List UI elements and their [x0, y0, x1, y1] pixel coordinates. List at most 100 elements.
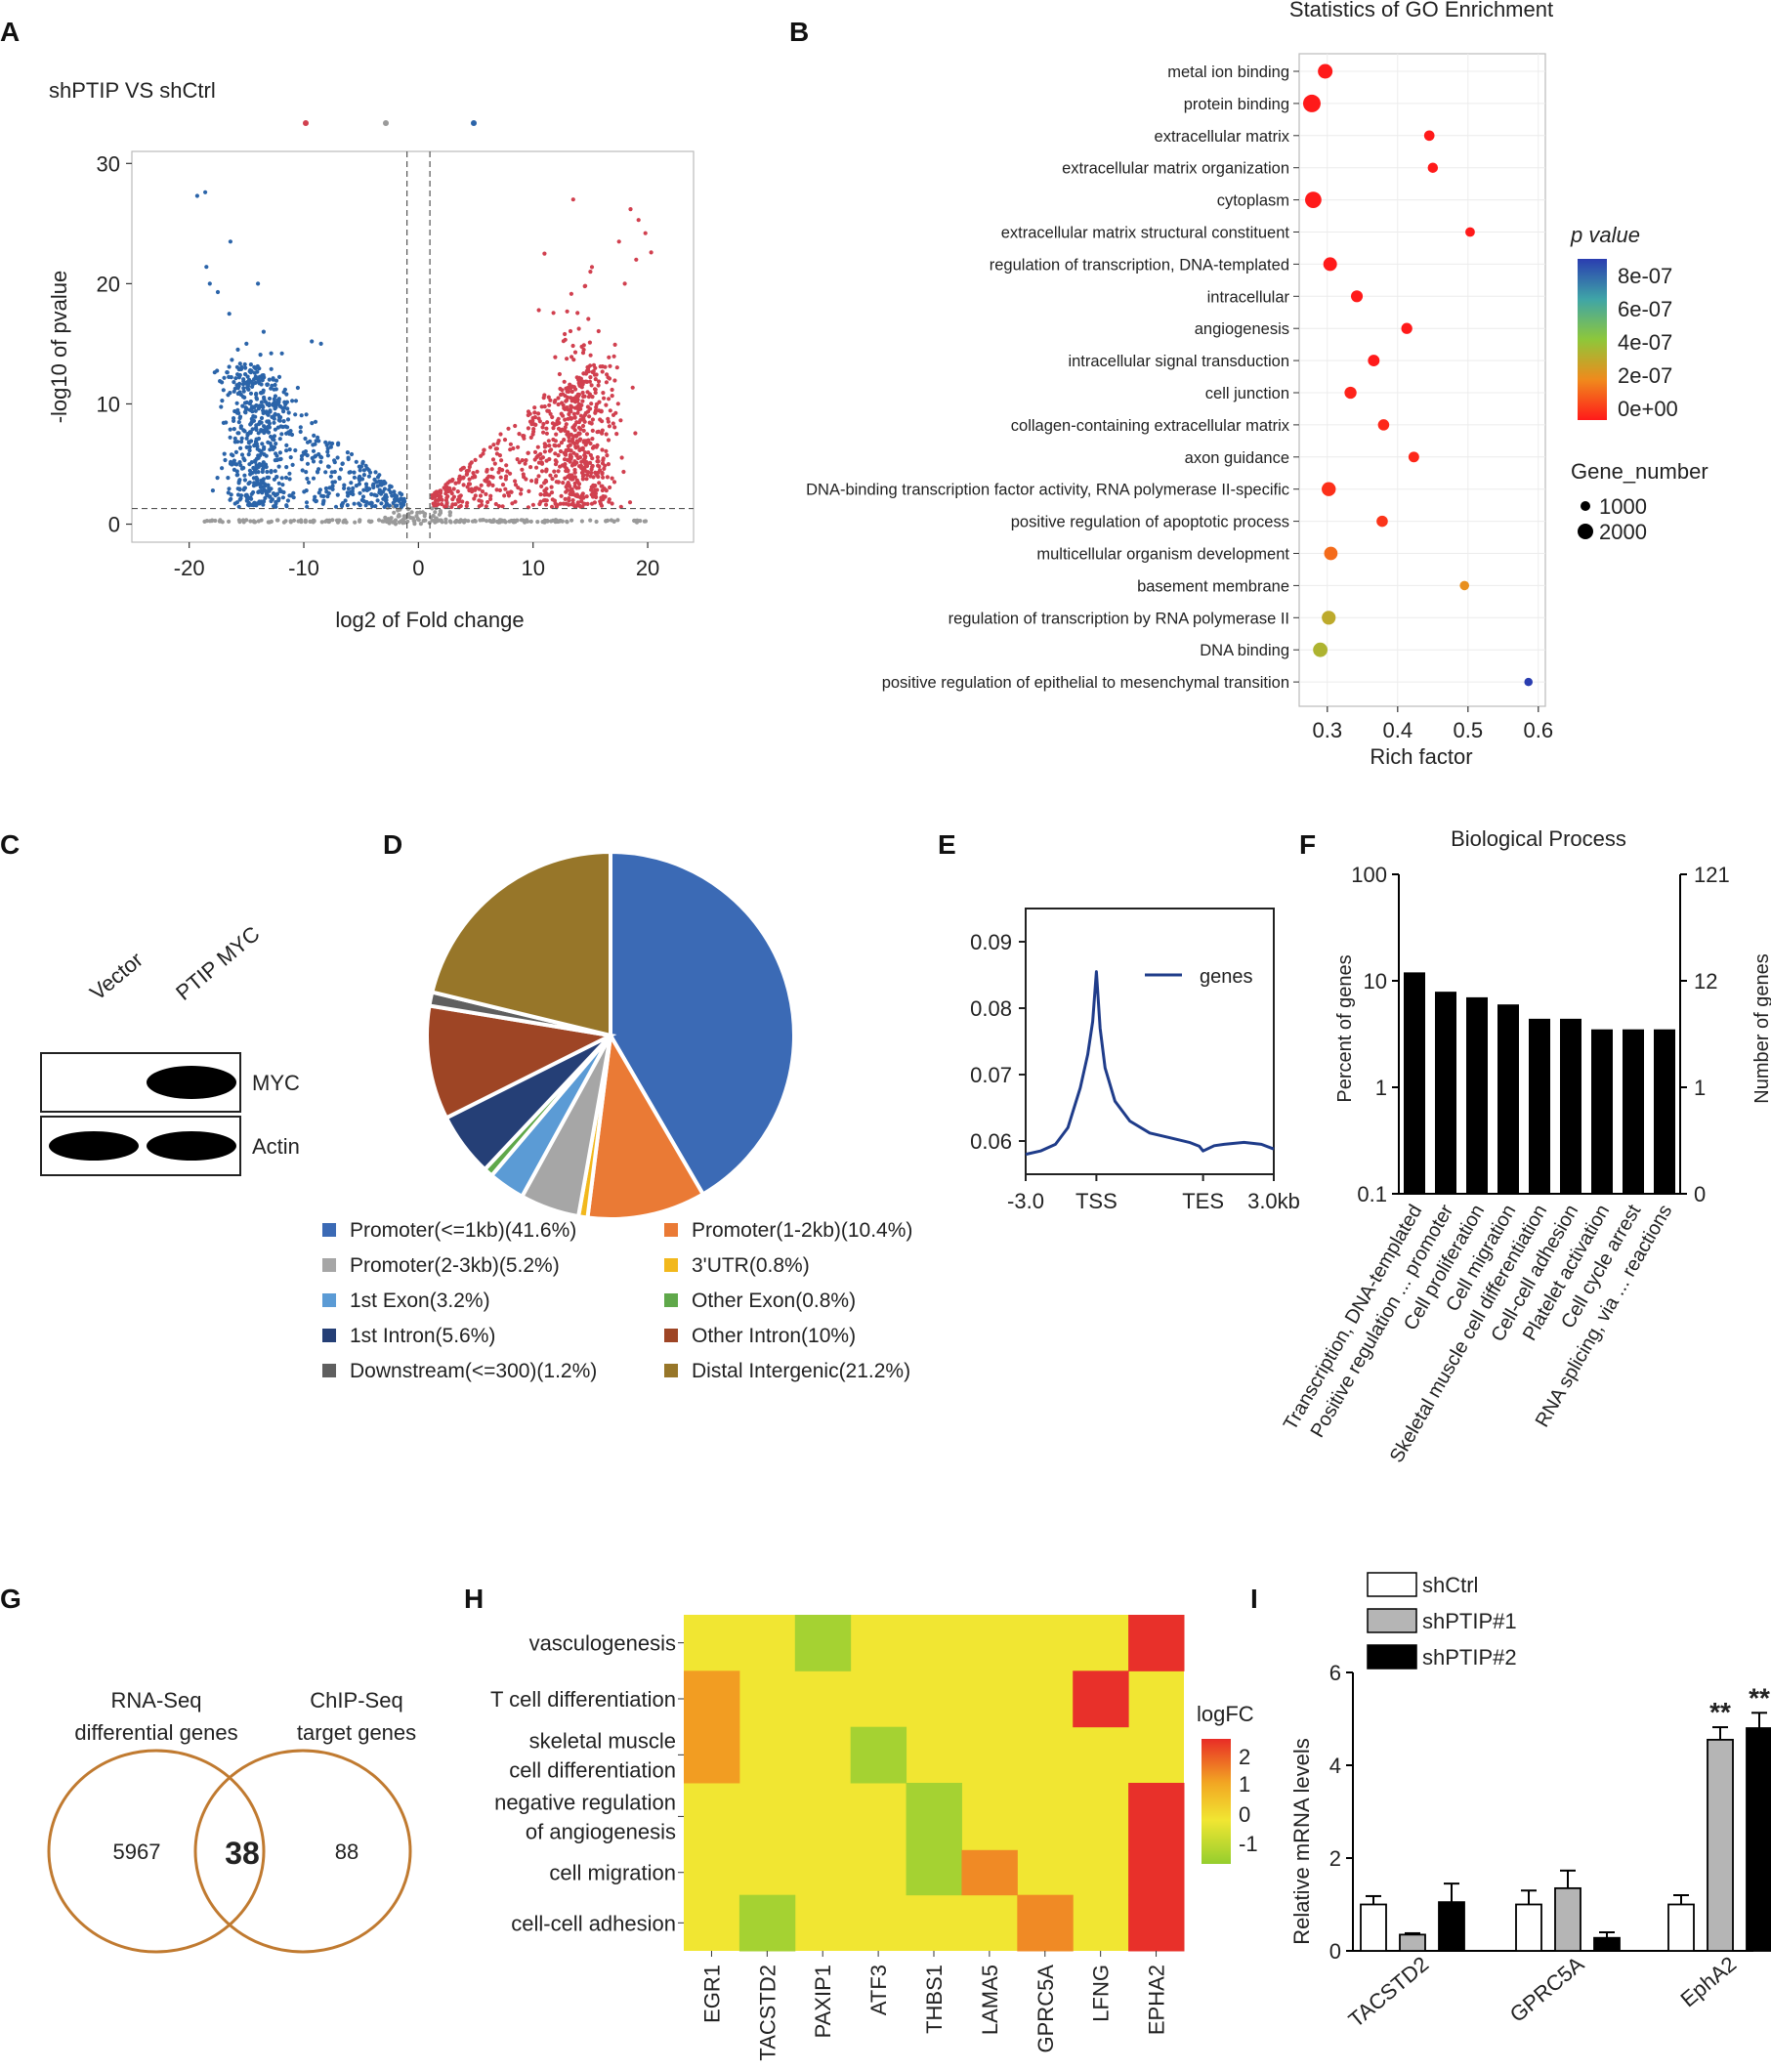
volcano-point-down: [310, 421, 315, 426]
volcano-point-down: [330, 480, 335, 485]
volcano-point-up: [540, 425, 545, 430]
volcano-point-down: [248, 391, 254, 396]
volcano-point-ns: [412, 522, 417, 527]
volcano-legend-dot-down: [471, 120, 477, 126]
volcano-point-up: [502, 493, 507, 498]
volcano-point-up: [502, 438, 508, 443]
volcano-point-up: [607, 424, 612, 429]
volcano-point-up: [506, 493, 512, 498]
volcano-point-down: [338, 467, 344, 472]
volcano-point-down: [235, 440, 240, 444]
volcano-point-up: [490, 483, 495, 487]
volcano-point-down: [290, 399, 295, 403]
volcano-point-up: [529, 479, 534, 484]
panel-label-h: H: [464, 1584, 484, 1614]
volcano-point-up: [605, 372, 610, 377]
volcano-point-down: [265, 492, 270, 497]
volcano-point-down: [236, 375, 241, 380]
volcano-point-up: [542, 481, 547, 486]
volcano-point-down: [246, 452, 251, 457]
volcano-point-up: [583, 462, 588, 467]
volcano-point-ns: [433, 510, 438, 515]
volcano-point-down: [349, 481, 354, 486]
volcano-point-up: [575, 444, 580, 449]
heatmap-colorbar-title: logFC: [1197, 1702, 1254, 1726]
volcano-point-ns: [353, 520, 358, 525]
volcano-point-down: [221, 420, 226, 425]
volcano-point-up: [513, 423, 518, 429]
volcano-point-up: [580, 468, 586, 473]
go-term-label: metal ion binding: [1167, 63, 1289, 81]
volcano-point-up: [594, 372, 599, 377]
volcano-point-up: [520, 458, 525, 463]
volcano-point-up: [538, 492, 543, 497]
volcano-point-down: [255, 444, 260, 448]
volcano-point-down: [303, 436, 308, 442]
volcano-point-up: [636, 218, 641, 223]
go-term-label: regulation of transcription, DNA-templat…: [990, 256, 1289, 274]
volcano-point-up: [589, 467, 594, 472]
volcano-point-down: [345, 503, 350, 508]
bp-bar: [1654, 1029, 1675, 1194]
volcano-point-up: [515, 457, 520, 462]
volcano-point-down: [287, 477, 292, 482]
pvalue-colorbar-label: 6e-07: [1618, 297, 1672, 321]
volcano-point-up: [523, 461, 527, 466]
volcano-point-down: [268, 447, 273, 452]
volcano-point-down: [311, 448, 316, 453]
bp-right-tick-label: 12: [1694, 969, 1717, 994]
volcano-point-ns: [430, 506, 435, 511]
volcano-point-down: [249, 496, 254, 501]
volcano-point-down: [272, 434, 277, 439]
volcano-point-down: [305, 476, 310, 482]
volcano-point-up: [504, 463, 509, 468]
pie-slice: [425, 1003, 617, 1121]
profile-x-tick-label: -3.0: [1007, 1189, 1044, 1213]
volcano-point-up: [506, 426, 511, 431]
volcano-point-up: [567, 502, 571, 507]
volcano-point-up: [513, 483, 519, 487]
volcano-point-down: [235, 431, 240, 436]
volcano-point-up: [569, 477, 574, 482]
volcano-point-ns: [240, 518, 246, 523]
volcano-point-down: [269, 498, 274, 504]
profile-line: [1025, 970, 1275, 1157]
volcano-point-up: [465, 500, 470, 506]
volcano-point-ns: [447, 519, 452, 524]
go-term-dot: [1376, 515, 1388, 528]
volcano-point-down: [232, 418, 236, 423]
volcano-point-down: [312, 433, 316, 438]
volcano-point-down: [261, 408, 266, 413]
volcano-point-down: [312, 497, 316, 502]
volcano-point-up: [561, 481, 566, 486]
volcano-point-ns: [326, 519, 332, 525]
volcano-point-ns: [473, 519, 478, 524]
volcano-point-ns: [489, 519, 494, 525]
volcano-point-up: [484, 504, 488, 509]
volcano-point-up: [600, 484, 605, 488]
pvalue-colorbar-label: 2e-07: [1618, 363, 1672, 388]
volcano-point-down: [298, 425, 303, 430]
volcano-point-down: [352, 501, 357, 506]
qpcr-y-tick-label: 4: [1329, 1754, 1341, 1778]
volcano-point-up: [448, 488, 453, 493]
volcano-point-up: [543, 502, 549, 507]
volcano-point-up: [569, 396, 573, 401]
volcano-point-up: [581, 371, 586, 376]
volcano-plot-area: [131, 150, 695, 543]
qpcr-category-label: EphA2: [1676, 1952, 1742, 2012]
volcano-point-up: [574, 486, 579, 490]
volcano-point-up: [649, 250, 654, 255]
volcano-point-up: [568, 488, 573, 493]
heatmap-colorbar-label: 2: [1239, 1745, 1250, 1769]
volcano-point-up: [562, 405, 567, 410]
volcano-point-down: [288, 455, 293, 460]
heatmap-cell: [850, 1726, 907, 1784]
volcano-point-down: [248, 362, 253, 367]
volcano-point-down: [363, 463, 368, 468]
volcano-point-ns: [319, 520, 324, 525]
gene-number-size-label: 2000: [1599, 520, 1647, 544]
volcano-point-ns: [256, 519, 261, 524]
volcano-point-up: [443, 498, 449, 503]
